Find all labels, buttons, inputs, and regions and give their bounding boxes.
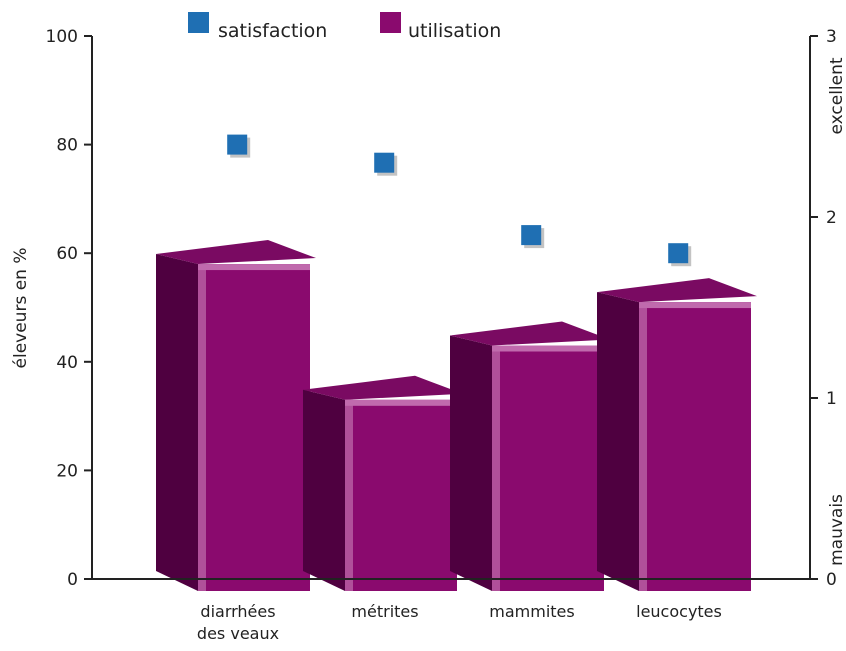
left-tick-label: 20 [56,461,78,481]
right-axis-top-label: excellent [827,57,846,134]
bar-front-face [198,264,310,591]
right-tick-label: 0 [826,570,837,590]
utilisation-bar [450,321,610,591]
left-axis: 0 20 40 60 80 100 [46,27,93,590]
category-label-line: mammites [489,602,574,621]
satisfaction-point [668,243,689,264]
bar-front-face [492,345,604,591]
category-label-line: diarrhées [200,602,275,621]
category-labels: diarrhées des veaux métrites mammites leucoc… [197,602,722,643]
bar-front-face [639,302,751,591]
legend-swatch-utilisation [380,12,401,33]
right-tick-label: 1 [826,389,837,409]
utilisation-bar [156,240,316,591]
legend: satisfaction utilisation [188,12,501,42]
legend-label-utilisation: utilisation [408,20,501,42]
category-label: mammites [489,602,574,621]
category-label: diarrhées des veaux [197,602,279,643]
bar-top-face [303,375,463,400]
utilisation-bar [597,278,757,591]
bar-front-face [345,399,457,591]
left-tick-label: 60 [56,244,78,264]
satisfaction-point [374,152,395,173]
left-tick-label: 0 [67,570,78,590]
bar-edge-highlight [198,264,206,591]
bar-edge-highlight [492,345,500,591]
right-axis: 0 1 2 3 [809,27,837,590]
satisfaction-points [227,134,692,267]
right-tick-label: 2 [826,208,837,228]
bars [156,240,757,591]
satisfaction-point [227,134,248,155]
category-label-line: leucocytes [636,602,722,621]
bar-side-face [450,335,492,591]
right-axis-bottom-label: mauvais [827,494,846,566]
bar-top-highlight [492,345,604,352]
bar-top-face [156,240,316,265]
left-axis-title: éleveurs en % [11,248,31,369]
bar-top-highlight [639,302,751,309]
bar-top-face [450,321,610,346]
bar-side-face [597,292,639,591]
bar-top-highlight [345,399,457,406]
legend-label-satisfaction: satisfaction [218,20,327,42]
left-tick-label: 80 [56,136,78,156]
bar-top-highlight [198,264,310,271]
bar-edge-highlight [639,302,647,591]
bar-top-face [597,278,757,303]
bar-side-face [303,389,345,591]
category-label: leucocytes [636,602,722,621]
category-label: métrites [351,602,418,621]
bar-side-face [156,254,198,591]
right-tick-label: 3 [826,27,837,47]
legend-swatch-satisfaction [188,12,209,33]
satisfaction-point [521,225,542,246]
category-label-line: métrites [351,602,418,621]
left-tick-label: 100 [46,27,78,47]
left-tick-label: 40 [56,353,78,373]
bar-edge-highlight [345,399,353,591]
category-label-line: des veaux [197,624,279,643]
utilisation-bar [303,375,463,591]
